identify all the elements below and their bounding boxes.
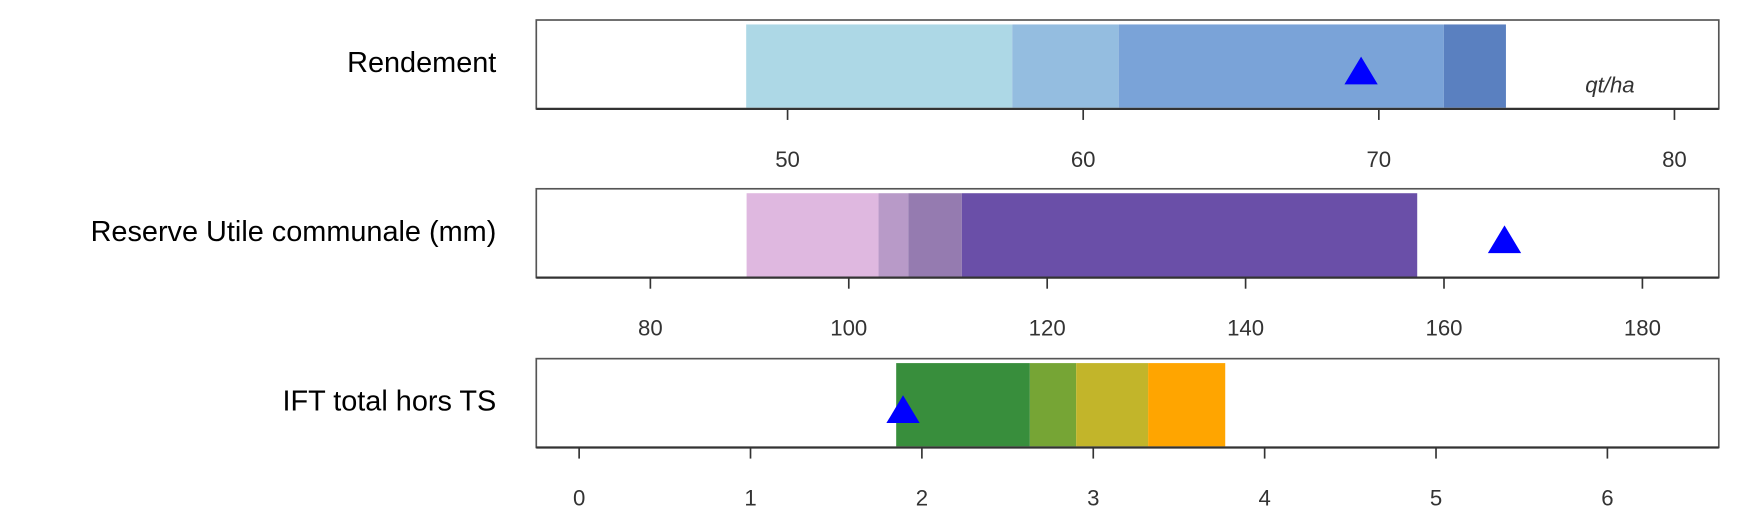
marker xyxy=(1344,56,1378,85)
band xyxy=(1029,363,1077,447)
x-tick-label: 70 xyxy=(1366,147,1391,172)
marker xyxy=(1487,225,1522,254)
band xyxy=(1443,24,1506,108)
band xyxy=(878,193,909,277)
x-tick-label: 5 xyxy=(1430,486,1442,511)
band xyxy=(746,24,1013,108)
unit-label: qt/ha xyxy=(1585,72,1634,97)
band xyxy=(1148,363,1226,447)
marker xyxy=(886,395,920,424)
row-title: Rendement xyxy=(347,47,496,79)
x-tick-label: 3 xyxy=(1087,486,1099,511)
band xyxy=(896,363,1030,447)
x-tick-label: 140 xyxy=(1227,316,1264,341)
x-tick-label: 0 xyxy=(573,486,585,511)
band xyxy=(908,193,962,277)
x-tick-label: 1 xyxy=(744,486,756,511)
band xyxy=(746,193,879,277)
x-tick-label: 100 xyxy=(830,316,867,341)
x-tick-label: 60 xyxy=(1071,147,1096,172)
band xyxy=(1118,24,1444,108)
x-tick-label: 80 xyxy=(638,316,663,341)
x-tick-label: 160 xyxy=(1425,316,1462,341)
x-tick-label: 6 xyxy=(1601,486,1613,511)
band xyxy=(1012,24,1119,108)
x-tick-label: 80 xyxy=(1662,147,1687,172)
band xyxy=(961,193,1418,277)
x-tick-label: 120 xyxy=(1029,316,1066,341)
x-tick-label: 2 xyxy=(916,486,928,511)
band xyxy=(1076,363,1149,447)
row-title: Reserve Utile communale (mm) xyxy=(91,216,497,248)
x-tick-label: 4 xyxy=(1258,486,1270,511)
x-tick-label: 50 xyxy=(775,147,800,172)
row-title: IFT total hors TS xyxy=(282,386,496,418)
x-tick-label: 180 xyxy=(1624,316,1661,341)
